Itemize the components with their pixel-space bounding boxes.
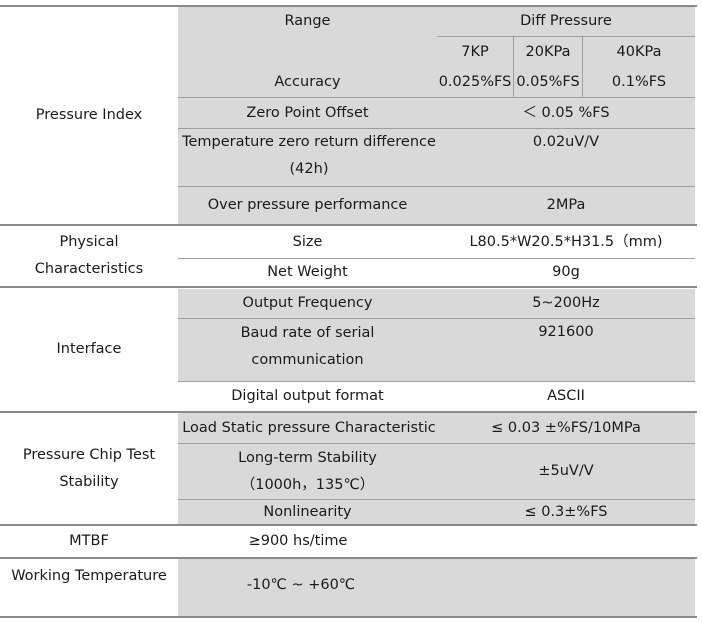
baud-value: 921600 [538,324,594,340]
accuracy-20kpa: 0.05%FS [516,74,580,90]
rule [178,443,695,444]
accuracy-40kpa: 0.1%FS [611,74,667,90]
rule [178,128,695,129]
band-temp [178,559,695,617]
band-top [178,5,695,224]
range-value: Diff Pressure [520,12,612,29]
rule [178,186,695,187]
nonlin-label: Nonlinearity [263,503,352,520]
temp-zero-value: 0.02uV/V [532,134,600,150]
longterm-label: Long-term Stability [238,449,377,466]
rule [178,318,695,319]
rule [0,286,697,288]
temp-zero-sub: (42h) [289,161,329,177]
rule [582,36,583,97]
weight-value: 90g [552,264,580,280]
format-value: ASCII [547,388,585,404]
static-label: Load Static pressure Characteristic [182,419,436,436]
temp-zero-label: Temperature zero return difference [182,134,436,150]
rule [0,5,697,7]
accuracy-label: Accuracy [274,74,341,90]
working-temp-value: -10℃ ~ +60℃ [246,576,356,593]
range-40kpa: 40KPa [616,43,662,60]
range-label: Range [284,12,331,29]
rule [178,381,695,382]
zero-offset-value: ＜ 0.05 %FS [522,104,610,121]
longterm-value: ±5uV/V [538,463,594,479]
freq-label: Output Frequency [242,294,373,311]
range-20kpa: 20KPa [525,43,571,60]
rule [178,258,695,259]
rule [0,616,697,618]
rule [513,36,514,97]
group-interface: Interface [56,341,122,357]
weight-label: Net Weight [267,264,348,280]
nonlin-value: ≤ 0.3±%FS [524,503,608,520]
range-7kp: 7KP [461,43,489,60]
band-interface [178,289,695,381]
rule [178,97,695,98]
longterm-sub: （1000h，135℃） [240,477,375,493]
size-label: Size [292,233,323,250]
accuracy-7kp: 0.025%FS [438,74,512,90]
band-chip [178,413,695,524]
over-pressure-label: Over pressure performance [207,197,408,213]
group-pressure-index: Pressure Index [35,106,143,123]
group-mtbf: MTBF [69,533,109,549]
baud-label: Baud rate of serial communication [240,325,375,368]
rule [437,36,695,37]
group-physical: Physical Characteristics [34,234,144,277]
rule [0,524,697,526]
size-value: L80.5*W20.5*H31.5（mm) [469,233,663,250]
rule [0,224,697,226]
mtbf-value: ≥900 hs/time [248,533,348,549]
rule [0,411,697,413]
group-chip-stability: Pressure Chip Test Stability [22,446,156,490]
rule [178,499,695,500]
zero-offset-label: Zero Point Offset [246,104,369,121]
static-value: ≤ 0.03 ±%FS/10MPa [491,419,641,436]
format-label: Digital output format [231,388,384,404]
over-pressure-value: 2MPa [546,197,586,213]
group-working-temp: Working Temperature [11,567,167,584]
rule [0,557,697,559]
freq-value: 5~200Hz [532,294,600,311]
